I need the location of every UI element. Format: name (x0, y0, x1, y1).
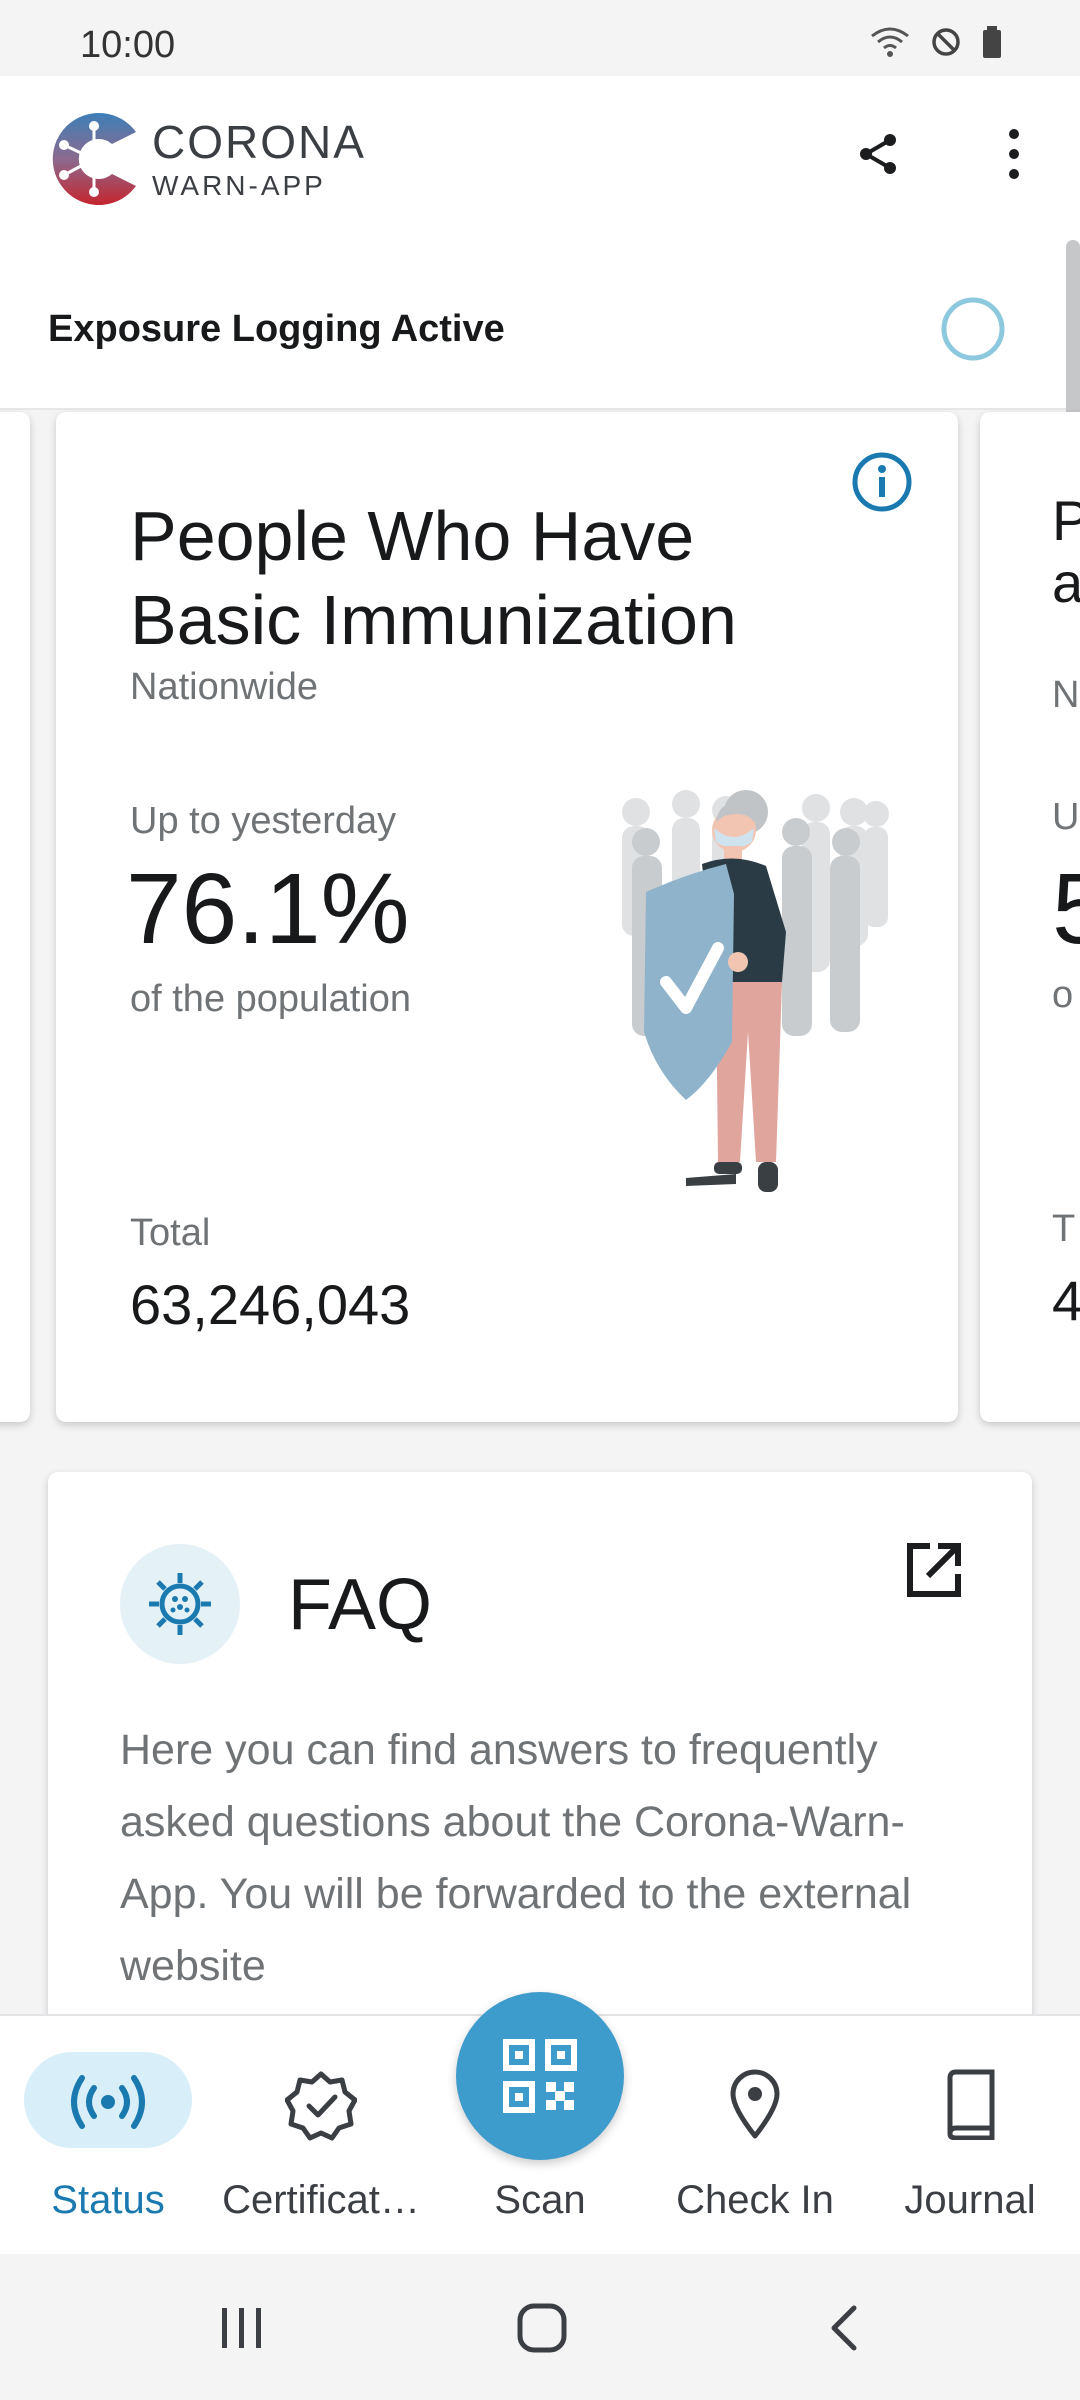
home-icon[interactable] (514, 2300, 570, 2356)
scan-button[interactable] (456, 1992, 624, 2160)
certificate-badge-icon (285, 2071, 357, 2141)
do-not-disturb-icon (932, 28, 960, 56)
wifi-icon (871, 27, 909, 57)
peek-letter: a (1052, 551, 1080, 614)
faq-title: FAQ (288, 1565, 433, 1645)
nav-journal-label: Journal (904, 2178, 1036, 2222)
stat-total-label: Total (130, 1212, 211, 1254)
battery-icon (983, 26, 1001, 58)
exposure-status-ring-icon (941, 297, 1005, 361)
exposure-logging-row[interactable]: Exposure Logging Active (0, 238, 1080, 410)
nav-check-in-label: Check In (676, 2178, 834, 2222)
nav-certificates-label: Certificat… (222, 2178, 420, 2222)
faq-card[interactable]: FAQ Here you can find answers to frequen… (48, 1472, 1032, 2072)
overflow-menu-button[interactable] (984, 124, 1044, 184)
faq-description: Here you can find answers to frequently … (120, 1726, 912, 1990)
nav-check-in[interactable]: Check In (650, 2016, 860, 2256)
more-vert-icon (1009, 129, 1019, 179)
app-header: CORONA WARN-APP (0, 76, 1080, 238)
status-icons (870, 26, 1002, 58)
peek-letter: 5 (1052, 853, 1080, 965)
immunization-illustration (622, 790, 889, 1192)
nav-scan-label: Scan (494, 2178, 586, 2222)
peek-letter: P (1052, 489, 1080, 552)
stat-period-label: Up to yesterday (130, 800, 397, 842)
nav-status[interactable]: Status (0, 2016, 216, 2256)
location-pin-icon (730, 2069, 780, 2139)
virus-icon (149, 1573, 211, 1635)
peek-letter: 4 (1052, 1269, 1080, 1332)
peek-letter: U (1052, 796, 1080, 838)
external-link-icon[interactable] (902, 1538, 966, 1602)
brand-line1: CORONA (152, 116, 366, 168)
nav-certificates[interactable]: Certificat… (206, 2016, 436, 2256)
stat-percentage: 76.1% (126, 853, 410, 965)
stat-card-next[interactable]: P a N U 5 o T 4 (980, 412, 1080, 1422)
brand-line2: WARN-APP (152, 170, 326, 201)
share-icon (860, 134, 896, 174)
recent-apps-icon[interactable] (214, 2300, 270, 2356)
brand-wordmark: CORONA WARN-APP (152, 118, 366, 202)
qr-code-icon (503, 2039, 577, 2113)
peek-letter: o (1052, 974, 1074, 1016)
info-icon[interactable] (850, 450, 914, 514)
stat-card-previous[interactable] (0, 412, 30, 1422)
broadcast-icon (71, 2075, 145, 2129)
nav-journal[interactable]: Journal (870, 2016, 1070, 2256)
faq-icon-badge (120, 1544, 240, 1664)
peek-letter: N (1052, 674, 1080, 716)
share-button[interactable] (848, 124, 908, 184)
system-navigation-bar (0, 2254, 1080, 2400)
stat-card-basic-immunization[interactable]: People Who Have Basic Immunization Natio… (56, 412, 958, 1422)
exposure-logging-label: Exposure Logging Active (48, 308, 505, 350)
back-icon[interactable] (818, 2300, 874, 2356)
peek-letter: T (1052, 1208, 1076, 1250)
stat-percentage-caption: of the population (130, 978, 412, 1020)
status-bar: 10:00 (0, 0, 1080, 76)
stat-region: Nationwide (130, 666, 318, 708)
corona-warn-app-logo (52, 113, 136, 205)
stat-total-value: 63,246,043 (130, 1273, 411, 1336)
nav-status-label: Status (51, 2178, 165, 2222)
book-icon (947, 2069, 995, 2140)
stat-title: People Who Have Basic Immunization (130, 497, 737, 659)
status-time: 10:00 (80, 24, 176, 66)
